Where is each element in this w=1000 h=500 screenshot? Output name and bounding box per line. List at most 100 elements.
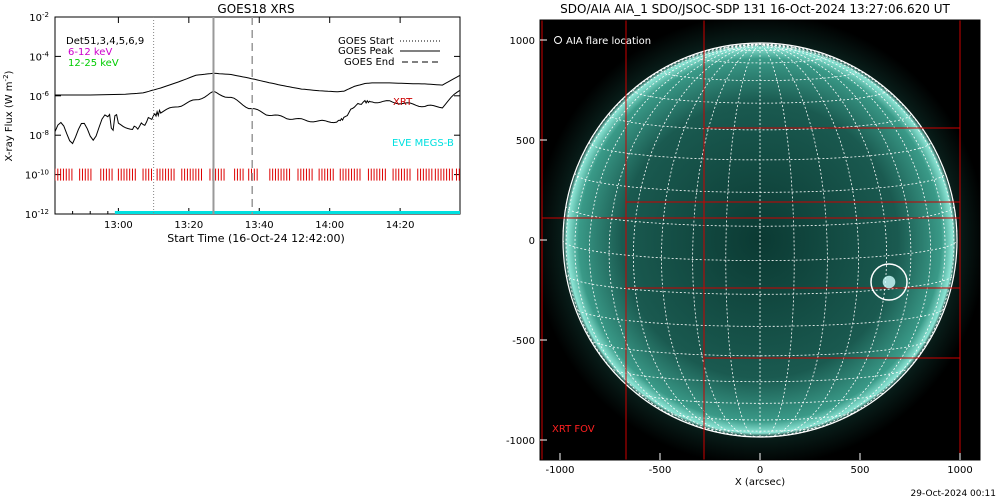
longitude-line (759, 43, 795, 438)
longitude-line (661, 43, 761, 437)
heliographic-grid (562, 42, 958, 438)
longitude-line (565, 43, 761, 407)
flare-bright-spot (882, 275, 896, 289)
longitude-line (608, 43, 761, 435)
left-plot-title: GOES18 XRS (217, 2, 294, 16)
xrt-label: XRT (393, 97, 413, 108)
longitude-line (574, 43, 761, 429)
longitude-line (759, 43, 958, 241)
legend-6-12kev: 6-12 keV (68, 47, 112, 58)
y-tick-label: -500 (512, 336, 535, 347)
latitude-line (663, 411, 857, 421)
latitude-line (692, 55, 828, 64)
xrt-fov-box (541, 217, 961, 460)
legend-goes-start: GOES Start (338, 36, 394, 47)
latitude-line (733, 434, 787, 437)
svg-text:X-ray Flux (W m-2): X-ray Flux (W m-2) (2, 70, 15, 161)
latitude-line (633, 89, 887, 104)
solar-limb (562, 42, 958, 438)
ylabel-sup: -2 (2, 74, 10, 81)
latitude-line (695, 425, 825, 432)
latitude-line (565, 274, 955, 295)
x-tick-label: -1000 (545, 465, 574, 476)
xrt-fov-box (703, 127, 961, 359)
y-tick-label: 10-12 (25, 208, 49, 221)
right-x-axis-label: X (arcsec) (735, 477, 785, 488)
aia-background (540, 20, 980, 460)
solar-corona-glow (540, 20, 980, 460)
legend-goes-peak: GOES Peak (338, 46, 393, 57)
longitude-line (759, 43, 888, 437)
xrt-fov-box (625, 20, 961, 460)
x-tick-label: 13:20 (174, 220, 203, 231)
goes-flux-curves (55, 72, 460, 145)
xrt-fov-box (541, 20, 961, 460)
latitude-line (661, 70, 859, 81)
longitude-line (588, 43, 761, 435)
x-tick-label: 500 (850, 465, 869, 476)
longitude-line (725, 43, 761, 438)
y-tick-label: 10-6 (29, 90, 49, 103)
longitude-line (759, 43, 859, 437)
legend-12-25kev: 12-25 keV (68, 58, 119, 69)
x-tick-label: 0 (757, 465, 763, 476)
goes-short-curve (55, 89, 460, 145)
flare-location-circle (870, 263, 908, 301)
goes-xrs-plot: GOES18 XRS 13:00 13:20 13:40 14:00 14:20 10-1… (2, 2, 461, 245)
latitude-line (725, 46, 795, 51)
longitude-line (759, 43, 946, 429)
latitude-line (608, 114, 912, 131)
xrt-fov-boxes (541, 20, 961, 460)
flare-legend-label: AIA flare location (566, 36, 651, 47)
latitude-line (589, 141, 931, 161)
xrt-fov-box (703, 20, 961, 460)
right-plot-title: SDO/AIA AIA_1 SDO/JSOC-SDP 131 16-Oct-20… (560, 2, 950, 16)
longitude-line (632, 43, 761, 437)
x-tick-label: 14:20 (386, 220, 415, 231)
left-legend: Det51,3,4,5,6,9 6-12 keV 12-25 keV GOES … (66, 36, 440, 69)
longitude-line (759, 43, 828, 437)
solar-disk (563, 43, 957, 437)
x-tick-label: 14:00 (315, 220, 344, 231)
x-tick-label: -500 (649, 465, 672, 476)
right-plot-frame (539, 19, 981, 461)
latitude-line (634, 391, 886, 404)
longitude-line (759, 43, 955, 407)
footer-timestamp: 29-Oct-2024 00:11 (911, 489, 996, 499)
left-plot-frame (54, 16, 461, 215)
x-tick-label: 13:00 (104, 220, 133, 231)
y-tick-label: 10-4 (29, 50, 49, 63)
y-tick-label: 10-2 (29, 11, 49, 24)
longitude-line (692, 43, 761, 437)
left-y-axis-label: X-ray Flux (W m-2) (2, 70, 15, 161)
right-axis-ticks: -1000 -500 0 500 1000 -1000 -500 0 500 1000 (506, 36, 973, 476)
y-tick-label: 1000 (510, 36, 535, 47)
xrt-fov-box (625, 201, 961, 289)
xrt-coverage-bars (55, 168, 460, 214)
xrt-fov-label: XRT FOV (552, 424, 595, 435)
latitude-line (590, 339, 930, 357)
eve-label: EVE MEGS-B (392, 138, 454, 149)
latitude-line (574, 307, 946, 327)
y-tick-label: 10-10 (25, 169, 49, 182)
latitude-line (565, 205, 955, 227)
y-tick-label: 10-8 (29, 129, 49, 142)
ylabel-main: X-ray Flux (W m (4, 81, 15, 161)
goes-long-curve (55, 72, 460, 96)
latitude-line (574, 172, 946, 193)
longitude-line (759, 43, 912, 435)
y-tick-label: -1000 (506, 436, 535, 447)
longitude-line (759, 43, 932, 435)
y-tick-label: 0 (529, 236, 535, 247)
legend-det: Det51,3,4,5,6,9 (66, 36, 144, 47)
legend-goes-end: GOES End (344, 57, 394, 68)
longitude-line (562, 43, 761, 241)
goes-event-markers (153, 17, 253, 214)
flare-legend-icon (554, 36, 562, 44)
y-tick-label: 500 (516, 136, 535, 147)
latitude-line (609, 367, 911, 383)
latitude-line (562, 239, 958, 261)
x-tick-label: 13:40 (245, 220, 274, 231)
x-tick-label: 1000 (947, 465, 972, 476)
left-x-axis-label: Start Time (16-Oct-24 12:42:00) (167, 232, 345, 245)
